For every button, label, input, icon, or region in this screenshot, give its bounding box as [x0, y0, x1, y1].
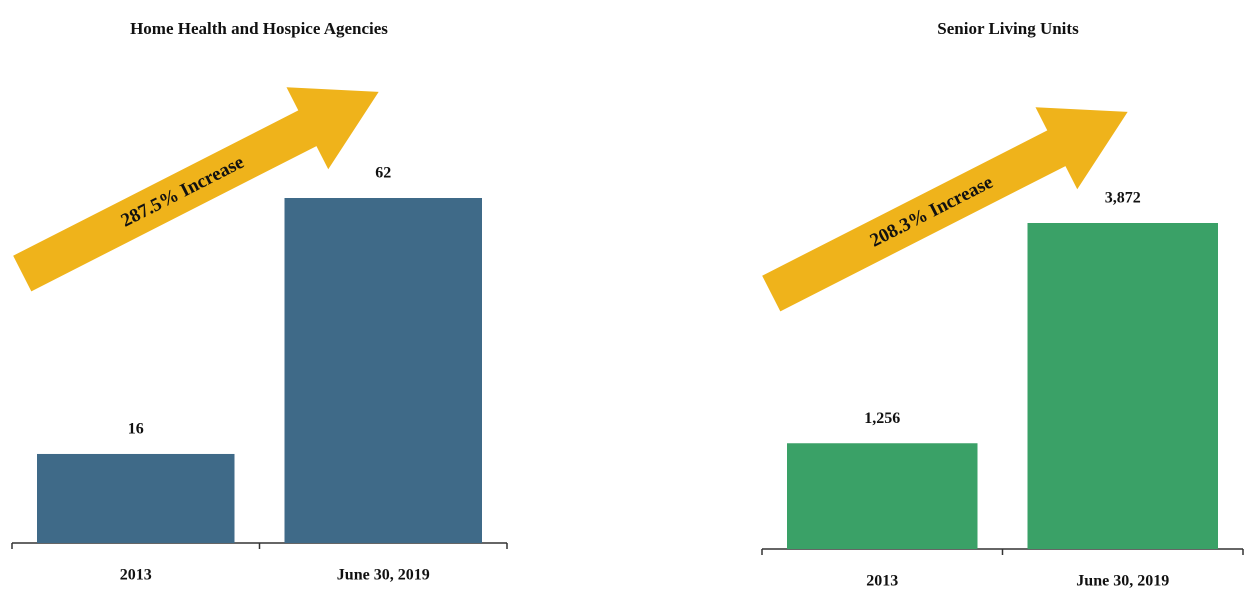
bar: [1027, 223, 1218, 549]
annotation: 287.5% Increase: [118, 152, 248, 232]
annotation: 208.3% Increase: [867, 172, 997, 252]
chart-title: Home Health and Hospice Agencies: [130, 19, 388, 38]
bar: [284, 198, 482, 543]
value-label: 1,256: [864, 410, 900, 427]
value-label: 3,872: [1105, 190, 1141, 207]
value-label: 16: [128, 421, 144, 438]
x-tick-label: 2013: [866, 573, 898, 590]
arrow-shape: [13, 87, 379, 292]
x-tick-label: June 30, 2019: [337, 567, 430, 584]
value-label: 62: [375, 165, 391, 182]
x-tick-label: June 30, 2019: [1076, 573, 1169, 590]
arrow-shape: [762, 107, 1128, 312]
bar: [787, 443, 978, 549]
bar: [37, 453, 235, 543]
chart-title: Senior Living Units: [937, 19, 1079, 38]
x-tick-label: 2013: [120, 567, 152, 584]
